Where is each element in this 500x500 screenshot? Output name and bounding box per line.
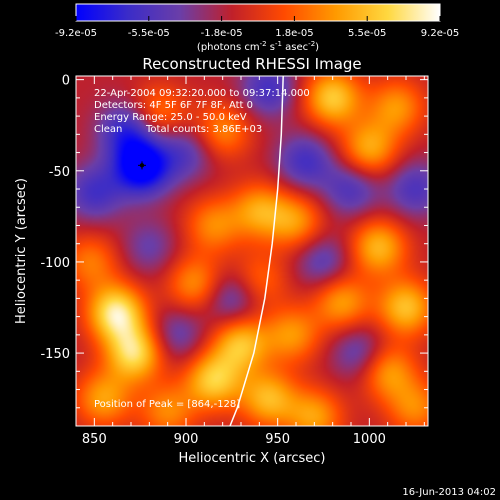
- x-tick-label: 900: [174, 432, 199, 447]
- annotation-counts: Total counts: 3.86E+03: [145, 124, 262, 135]
- heatmap-image: [76, 76, 428, 426]
- colorbar-tick-label: 9.2e-05: [421, 28, 459, 39]
- colorbar-tick-label: 5.5e-05: [348, 28, 386, 39]
- y-tick-label: -150: [40, 347, 70, 362]
- y-tick-label: -50: [49, 165, 70, 180]
- chart-title: Reconstructed RHESSI Image: [142, 55, 361, 73]
- annotation-peak: Position of Peak = [864,-128]: [94, 399, 240, 410]
- plot-frame: [75, 75, 429, 427]
- annotation-detectors: Detectors: 4F 5F 6F 7F 8F, Att 0: [94, 100, 253, 111]
- y-tick-label: 0: [62, 74, 70, 89]
- x-tick-label: 1000: [353, 432, 386, 447]
- x-tick-label: 850: [82, 432, 107, 447]
- colorbar-unit-label: (photons cm-2 s-1 asec-2): [197, 40, 319, 53]
- solar-limb-curve: [229, 76, 284, 426]
- colorbar: -9.2e-05 -5.5e-05 -1.8e-05 1.8e-05 5.5e-05 9.…: [55, 3, 459, 53]
- colorbar-ticks: -9.2e-05 -5.5e-05 -1.8e-05 1.8e-05 5.5e-05 9.…: [55, 16, 459, 39]
- x-axis-label: Heliocentric X (arcsec): [179, 451, 326, 466]
- y-axis-label: Heliocentric Y (arcsec): [14, 178, 29, 324]
- x-tick-label: 950: [265, 432, 290, 447]
- colorbar-tick-label: -9.2e-05: [55, 28, 97, 39]
- peak-marker: [138, 161, 146, 170]
- annotation-algorithm: Clean: [94, 124, 122, 135]
- colorbar-gradient: [75, 3, 441, 22]
- axes: 850 900 950 1000 0 -50 -100 -150: [40, 74, 428, 447]
- colorbar-tick-label: 1.8e-05: [275, 28, 313, 39]
- annotation-time: 22-Apr-2004 09:32:20.000 to 09:37:14.000: [94, 88, 310, 99]
- heatmap-area: [76, 76, 428, 426]
- colorbar-tick-label: -1.8e-05: [201, 28, 243, 39]
- annotation-energy: Energy Range: 25.0 - 50.0 keV: [94, 112, 247, 123]
- y-tick-label: -100: [40, 256, 70, 271]
- annotations: 22-Apr-2004 09:32:20.000 to 09:37:14.000…: [94, 88, 310, 410]
- colorbar-tick-label: -5.5e-05: [128, 28, 170, 39]
- footer-date: 16-Jun-2013 04:02: [402, 487, 496, 498]
